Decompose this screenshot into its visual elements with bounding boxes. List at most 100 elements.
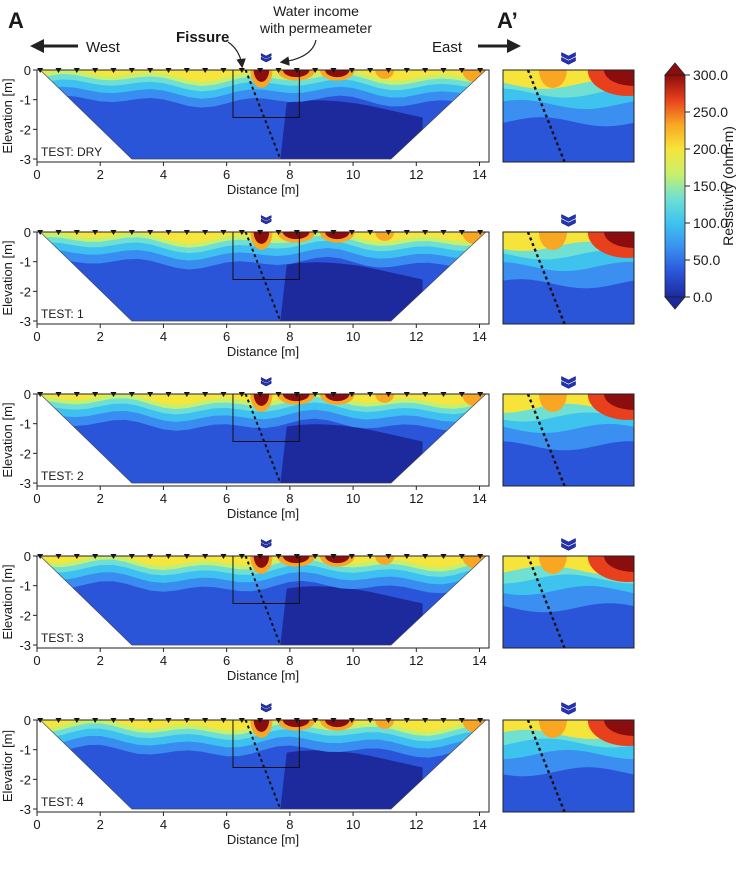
x-tick-label: 8 <box>286 329 293 344</box>
x-tick-label: 6 <box>223 491 230 506</box>
y-tick-label: -2 <box>19 446 31 461</box>
x-axis-label: Distance [m] <box>227 832 299 847</box>
colorbar-title: Resistivity (ohm-m) <box>720 126 736 246</box>
y-tick-label: 0 <box>24 713 31 728</box>
x-tick-label: 8 <box>286 817 293 832</box>
y-tick-label: -3 <box>19 476 31 491</box>
y-tick-label: -3 <box>19 802 31 817</box>
x-tick-label: 4 <box>160 817 167 832</box>
y-tick-label: -3 <box>19 314 31 329</box>
y-tick-label: 0 <box>24 549 31 564</box>
x-tick-label: 12 <box>409 817 423 832</box>
zoom-inset <box>502 702 635 813</box>
water-injection-icon <box>260 215 272 225</box>
ert-panel: 0 2 4 6 8 10 12 14 0 -1 -2 -3 Distance [m] Elevatior … <box>0 702 635 847</box>
water-label-line1: Water income <box>273 3 359 19</box>
y-tick-label: -2 <box>19 772 31 787</box>
x-tick-label: 10 <box>346 491 360 506</box>
water-label-line2: with permeameter <box>259 20 372 36</box>
zoom-inset <box>502 52 635 163</box>
inset-frame <box>502 69 635 163</box>
panel-frame <box>36 231 490 325</box>
x-tick-label: 10 <box>346 653 360 668</box>
test-label: TEST: 2 <box>41 469 84 483</box>
x-tick-label: 2 <box>97 653 104 668</box>
colorbar-ramp <box>664 74 686 298</box>
y-tick-label: -1 <box>19 93 31 108</box>
test-label: TEST: 1 <box>41 307 84 321</box>
inset-fissure-line <box>526 555 566 649</box>
x-tick-label: 2 <box>97 491 104 506</box>
y-tick-label: -3 <box>19 638 31 653</box>
inset-fissure-line <box>526 393 566 487</box>
colorbar-tick-label: 50.0 <box>693 252 720 268</box>
y-axis-label: Elevation [m] <box>0 402 15 477</box>
x-tick-label: 14 <box>472 167 486 182</box>
inset-fissure-line <box>526 231 566 325</box>
resistivity-section <box>40 70 486 160</box>
x-tick-label: 0 <box>33 329 40 344</box>
y-tick-label: -3 <box>19 152 31 167</box>
inset-fissure-line <box>526 719 566 813</box>
fissure-label: Fissure <box>176 29 229 46</box>
water-injection-icon <box>260 377 272 387</box>
x-tick-label: 12 <box>409 167 423 182</box>
colorbar-tick-label: 200.0 <box>693 141 728 157</box>
y-axis-label: Elevation [m] <box>0 78 15 153</box>
fissure-line <box>244 69 282 160</box>
x-tick-label: 12 <box>409 491 423 506</box>
x-tick-label: 4 <box>160 167 167 182</box>
east-arrow <box>478 39 521 53</box>
inset-water-injection-icon <box>561 214 576 227</box>
water-injection-icon <box>260 53 272 63</box>
x-tick-label: 6 <box>223 653 230 668</box>
zoom-inset <box>502 214 635 325</box>
x-tick-label: 12 <box>409 653 423 668</box>
west-arrow <box>30 39 78 53</box>
east-label: East <box>432 39 463 56</box>
fissure-line <box>244 719 282 810</box>
y-axis-label: Elevation [m] <box>0 564 15 639</box>
x-tick-label: 0 <box>33 817 40 832</box>
inset-fissure-line <box>526 69 566 163</box>
x-tick-label: 14 <box>472 653 486 668</box>
fissure-pointer <box>227 41 246 69</box>
fissure-line <box>244 393 282 484</box>
ert-panel: 0 2 4 6 8 10 12 14 0 -1 -2 -3 Distance [m] Elevation … <box>0 376 635 521</box>
x-tick-label: 6 <box>223 817 230 832</box>
x-tick-label: 14 <box>472 491 486 506</box>
colorbar-tick-label: 0.0 <box>693 289 713 305</box>
ert-panel: 0 2 4 6 8 10 12 14 0 -1 -2 -3 Distance [m] Elevation … <box>0 214 635 359</box>
ert-panel: 0 2 4 6 8 10 12 14 0 -1 -2 -3 Distance [m] Elevation … <box>0 538 635 683</box>
inset-frame <box>502 555 635 649</box>
x-axis-label: Distance [m] <box>227 506 299 521</box>
fissure-line <box>244 555 282 646</box>
colorbar-tick-label: 100.0 <box>693 215 728 231</box>
x-tick-label: 8 <box>286 491 293 506</box>
x-tick-label: 10 <box>346 167 360 182</box>
y-tick-label: 0 <box>24 63 31 78</box>
y-tick-label: -1 <box>19 255 31 270</box>
y-tick-label: -1 <box>19 743 31 758</box>
zoom-inset <box>502 538 635 649</box>
x-tick-label: 10 <box>346 817 360 832</box>
colorbar: 300.0 250.0 200.0 150.0 100.0 50.0 0.0 Resisti… <box>664 62 736 310</box>
ert-panels: 0 2 4 6 8 10 12 14 0 -1 -2 -3 Distance [m] Elevation … <box>0 52 635 847</box>
fissure-line <box>244 231 282 322</box>
test-label: TEST: 4 <box>41 795 84 809</box>
west-label: West <box>86 39 121 56</box>
zoom-inset <box>502 376 635 487</box>
x-tick-label: 6 <box>223 167 230 182</box>
x-tick-label: 10 <box>346 329 360 344</box>
colorbar-tick-label: 250.0 <box>693 104 728 120</box>
inset-frame <box>502 393 635 487</box>
x-tick-label: 6 <box>223 329 230 344</box>
colorbar-bottom-cap <box>664 296 686 310</box>
inset-frame <box>502 719 635 813</box>
y-tick-label: -2 <box>19 608 31 623</box>
water-injection-icon <box>260 703 272 713</box>
inset-water-injection-icon <box>561 376 576 389</box>
colorbar-tick-label: 150.0 <box>693 178 728 194</box>
y-tick-label: -1 <box>19 579 31 594</box>
